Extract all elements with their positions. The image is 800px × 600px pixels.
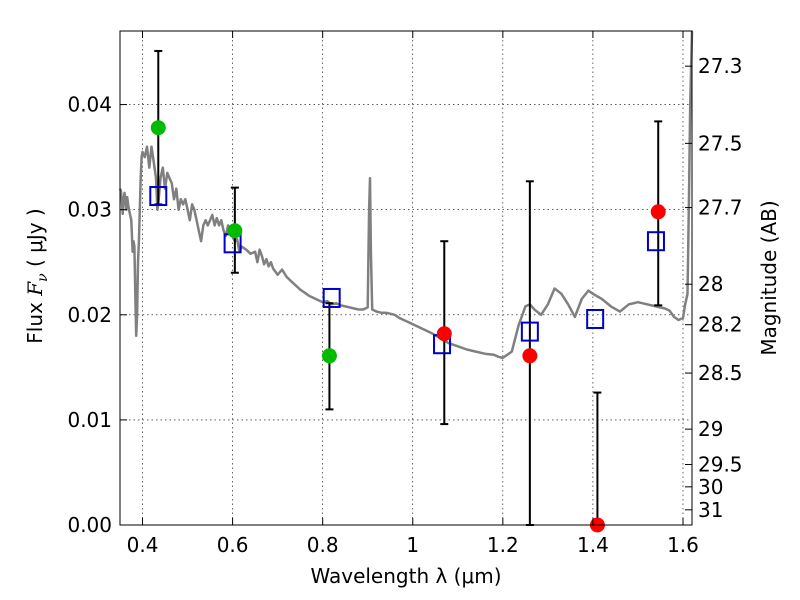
magnitude-tick-label: 27.5 — [698, 131, 743, 155]
y-tick-label: 0.04 — [67, 93, 112, 117]
observed-point — [321, 348, 337, 364]
x-axis-ticks: 0.4 0.6 0.8 1 1.2 1.4 1.6 — [127, 31, 699, 557]
model-square — [520, 321, 539, 342]
magnitude-tick-label: 29.5 — [698, 453, 743, 477]
x-tick-label: 0.6 — [217, 533, 249, 557]
plot-frame — [119, 30, 693, 526]
magnitude-tick-label: 31 — [698, 498, 723, 522]
observed-point — [227, 223, 243, 239]
model-photometry-series — [149, 186, 665, 355]
observed-points-series — [150, 120, 666, 533]
magnitude-tick-label: 28 — [698, 272, 723, 296]
x-tick-label: 0.4 — [127, 533, 159, 557]
spectrum-line — [118, 30, 694, 360]
grid-lines — [120, 31, 692, 526]
x-tick-label: 1.6 — [667, 533, 699, 557]
model-square — [322, 287, 341, 308]
x-tick-label: 1 — [406, 533, 419, 557]
model-square — [586, 308, 605, 329]
y-tick-label: 0.02 — [67, 303, 112, 327]
model-square — [149, 186, 168, 207]
y-axis-title: Flux Fν ( μJy ) — [23, 208, 51, 343]
model-square — [646, 231, 665, 252]
magnitude-tick-label: 30 — [698, 475, 723, 499]
observed-point — [150, 120, 166, 136]
x-axis-title: Wavelength λ (μm) — [310, 564, 501, 588]
magnitude-tick-label: 29 — [698, 417, 723, 441]
observed-point — [522, 348, 538, 364]
y-tick-label: 0.00 — [67, 513, 112, 537]
magnitude-tick-label: 28.2 — [698, 313, 743, 337]
x-tick-label: 1.4 — [577, 533, 609, 557]
magnitude-tick-label: 27.7 — [698, 196, 743, 220]
x-tick-label: 1.2 — [487, 533, 519, 557]
y-axis-right-title: Magnitude (AB) — [757, 200, 781, 355]
spectrum-series — [118, 30, 694, 360]
observed-point — [650, 204, 666, 220]
magnitude-tick-label: 27.3 — [698, 54, 743, 78]
observed-point — [436, 326, 452, 342]
x-tick-label: 0.8 — [307, 533, 339, 557]
y-axis-ticks: 0.00 0.01 0.02 0.03 0.04 — [67, 93, 127, 537]
y-tick-label: 0.03 — [67, 198, 112, 222]
y-tick-label: 0.01 — [67, 408, 112, 432]
errorbar-series — [154, 49, 663, 526]
magnitude-tick-label: 28.5 — [698, 361, 743, 385]
